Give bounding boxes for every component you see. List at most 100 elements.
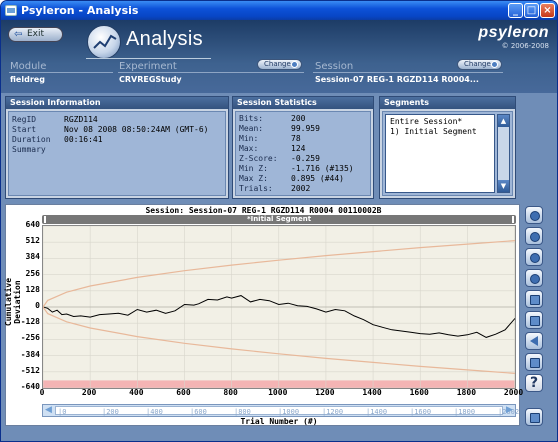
info-key: Start [12,125,37,134]
stat-key: Min: [239,134,259,143]
y-tick-label: -512 [20,365,40,375]
segments-title: Segments [380,97,515,109]
x-tick-label: 200 [81,388,97,397]
info-key: RegID [12,115,37,124]
minimize-button[interactable]: _ [508,3,523,18]
info-value: 00:16:41 [64,135,103,144]
scroll-tick-label: |1800 [454,408,476,416]
experiment-label: Experiment [119,61,177,72]
x-tick-label: 600 [176,388,191,397]
save-image-button[interactable] [525,290,543,308]
x-tick-label: 2000 [503,388,524,397]
segment-range-label: *Initial Segment [246,215,312,223]
close-button[interactable]: × [540,3,555,18]
scroll-down-icon[interactable]: ▼ [498,180,509,192]
change-experiment-button[interactable]: Change [257,59,302,70]
title-bar: Psyleron - Analysis _ □ × [1,1,557,20]
help-button[interactable]: ? [525,374,543,392]
change-arrow-icon [491,61,498,68]
scroll-tick-label: |2002 [498,408,520,416]
export-data-button[interactable] [525,311,543,329]
trial-scrollbar[interactable]: ◀ |0 |200 |400 |600 |800 |1000 |1200 |1400 |1600… [42,404,519,417]
y-tick-label: 128 [25,284,40,294]
x-tick-label: 1600 [409,388,429,397]
scroll-tick-label: |1200 [322,408,344,416]
session-label: Session [315,61,354,72]
zoom-fit-button[interactable] [525,248,543,266]
session-information-title: Session Information [6,97,228,109]
experiment-divider [118,72,304,73]
zoom-reset-button[interactable] [525,269,543,287]
session-divider [313,72,503,73]
stat-key: Mean: [239,124,264,133]
stat-value: 124 [291,144,306,153]
scroll-tick-label: |600 [190,408,207,416]
scroll-tick-label: |1000 [278,408,300,416]
info-key: Duration [12,135,51,144]
x-tick-label: 0 [39,388,45,397]
change-session-button[interactable]: Change [457,59,502,70]
scroll-tick-label: |1600 [410,408,432,416]
segments-body: Entire Session* 1) Initial Segment ▲ ▼ [382,111,513,196]
zoom-out-button[interactable] [525,227,543,245]
y-tick-label: -128 [20,317,40,327]
segment-end-handle[interactable] [512,216,514,223]
y-tick-label: 640 [25,220,40,229]
chart-title: Session: Session-07 REG-1 RGZD114 R0004 … [145,206,382,215]
analysis-chart-icon [87,25,121,59]
chart-panel: Session: Session-07 REG-1 RGZD114 R0004 … [4,204,524,426]
stat-value: 2002 [291,184,311,193]
stat-key: Max Z: [239,174,268,183]
exit-button[interactable]: ⇦ Exit [8,27,63,42]
stat-key: Trials: [239,184,273,193]
segments-scrollbar[interactable]: ▲ ▼ [497,114,510,193]
x-tick-label: 1800 [456,388,477,397]
x-tick-label: 1000 [268,388,288,397]
page-title: Analysis [86,28,211,59]
scroll-tick-label: |800 [234,408,251,416]
segment-item-entire-session[interactable]: Entire Session* [390,117,463,126]
session-statistics-body: Bits: 200 Mean: 99.959 Min: 78 Max: 124 Z-Sc… [235,111,371,196]
plot-area[interactable] [42,225,516,389]
zoom-in-button[interactable] [525,206,543,224]
header: ⇦ Exit Analysis psyleron © 2006-2008 Mod… [1,20,557,93]
brand-name: psyleron [478,24,549,41]
segment-range-bar[interactable]: *Initial Segment [42,215,516,224]
segments-list[interactable]: Entire Session* 1) Initial Segment [385,114,495,193]
session-statistics-title: Session Statistics [233,97,373,109]
scroll-left-icon[interactable]: ◀ [45,405,52,415]
segment-item-initial-segment[interactable]: 1) Initial Segment [390,127,477,136]
x-tick-label: 1200 [315,388,335,397]
session-information-panel: Session Information RegID RGZD114 Start No… [5,96,229,199]
change-arrow-icon [291,61,298,68]
share-button[interactable] [525,332,543,350]
info-value: Nov 08 2008 08:50:24AM (GMT-6) [64,125,209,134]
stat-value: 99.959 [291,124,320,133]
info-key: Summary [12,145,46,154]
stat-value: 200 [291,114,306,123]
y-tick-label: 0 [35,301,40,310]
scroll-right-icon[interactable]: ▶ [506,405,513,415]
y-tick-label: -256 [20,333,40,343]
back-arrow-icon: ⇦ [14,29,23,40]
scroll-thumb[interactable]: |0 |200 |400 |600 |800 |1000 |1200 |1400 |1600 |1… [55,406,519,416]
x-axis-label: Trial Number (#) [240,417,318,426]
module-value: fieldreg [10,75,45,84]
help-icon: ? [529,375,539,391]
brand-logo: psyleron © 2006-2008 [478,24,549,50]
maximize-button[interactable]: □ [524,3,539,18]
module-divider [9,72,113,73]
segment-start-handle[interactable] [44,216,46,223]
stat-key: Min Z: [239,164,268,173]
module-label: Module [10,61,47,72]
expand-chart-button[interactable] [525,408,543,426]
scroll-up-icon[interactable]: ▲ [498,115,509,127]
brand-copyright: © 2006-2008 [501,42,549,50]
scroll-tick-label: |400 [146,408,163,416]
y-tick-label: -640 [20,382,40,391]
cumulative-deviation-line [42,295,516,338]
experiment-value: CRVREGStudy [119,75,182,84]
exit-label: Exit [27,29,45,39]
comment-button[interactable] [525,353,543,371]
